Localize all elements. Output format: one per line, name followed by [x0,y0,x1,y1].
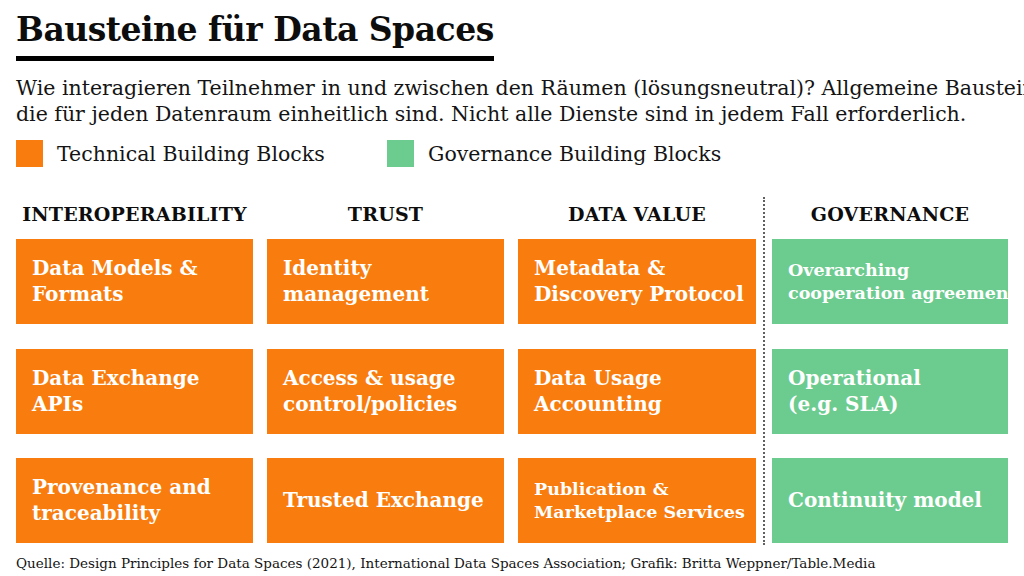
block-label-line: Continuity model [788,488,998,514]
block-label-line: Marketplace Services [534,501,746,524]
block-label-line: Trusted Exchange [283,488,494,514]
block-label-line: Data Models & [32,256,243,282]
block-data-models-formats: Data Models & Formats [16,239,253,324]
block-access-usage-control: Access & usage control/policies [267,349,504,434]
block-label-line: Metadata & [534,256,746,282]
block-label-line: APIs [32,392,243,418]
block-provenance-traceability: Provenance and traceability [16,458,253,543]
block-continuity-model: Continuity model [772,458,1008,543]
block-publication-marketplace: Publication & Marketplace Services [518,458,756,543]
block-metadata-discovery: Metadata & Discovery Protocol [518,239,756,324]
governance-dotted-divider [763,197,765,545]
block-overarching-cooperation: Overarching cooperation agreement [772,239,1008,324]
block-label-line: Overarching [788,259,998,282]
block-label-line: cooperation agreement [788,282,998,305]
block-label-line: Identity [283,256,494,282]
block-label-line: management [283,282,494,308]
block-operational-sla: Operational (e.g. SLA) [772,349,1008,434]
block-label-line: control/policies [283,392,494,418]
block-label-line: (e.g. SLA) [788,392,998,418]
block-trusted-exchange: Trusted Exchange [267,458,504,543]
column-header-governance: GOVERNANCE [772,203,1008,225]
infographic-canvas: Bausteine für Data Spaces Wie interagier… [0,0,1024,576]
block-label-line: Provenance and [32,475,243,501]
subtitle-line-1: Wie interagieren Teilnehmer in und zwisc… [16,76,1024,102]
technical-color-swatch-icon [16,140,43,167]
column-header-data-value: DATA VALUE [518,203,756,225]
page-title: Bausteine für Data Spaces [16,10,494,61]
block-label-line: Access & usage [283,366,494,392]
block-data-usage-accounting: Data Usage Accounting [518,349,756,434]
block-label-line: Accounting [534,392,746,418]
block-label-line: Publication & [534,478,746,501]
legend-label-governance: Governance Building Blocks [428,142,721,166]
subtitle-line-2: die für jeden Datenraum einheitlich sind… [16,102,1024,128]
block-data-exchange-apis: Data Exchange APIs [16,349,253,434]
subtitle: Wie interagieren Teilnehmer in und zwisc… [16,76,1024,127]
block-label-line: Data Exchange [32,366,243,392]
block-label-line: traceability [32,501,243,527]
column-header-interoperability: INTEROPERABILITY [16,203,253,225]
governance-color-swatch-icon [387,140,414,167]
block-label-line: Formats [32,282,243,308]
column-header-trust: TRUST [267,203,504,225]
legend-label-technical: Technical Building Blocks [57,142,325,166]
block-label-line: Discovery Protocol [534,282,746,308]
legend-item-technical: Technical Building Blocks [16,140,325,167]
legend-item-governance: Governance Building Blocks [387,140,721,167]
source-note: Quelle: Design Principles for Data Space… [16,555,875,571]
block-label-line: Operational [788,366,998,392]
block-label-line: Data Usage [534,366,746,392]
block-identity-management: Identity management [267,239,504,324]
